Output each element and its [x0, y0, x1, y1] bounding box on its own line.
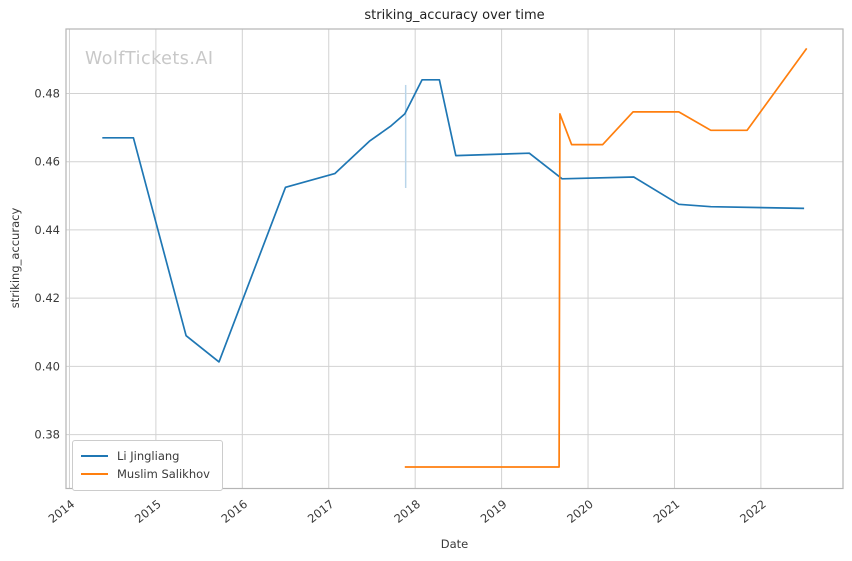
y-tick-label: 0.42 [34, 291, 60, 305]
plot-background [66, 29, 843, 489]
x-tick-label: 2019 [478, 497, 510, 526]
x-axis-label: Date [440, 537, 469, 551]
legend-label: Muslim Salikhov [117, 467, 210, 481]
y-tick-label: 0.48 [34, 86, 60, 100]
x-tick-label: 2015 [132, 497, 164, 526]
x-tick-label: 2018 [391, 497, 423, 526]
x-tick-label: 2021 [651, 497, 683, 526]
legend-label: Li Jingliang [117, 449, 180, 463]
legend-line-swatch [81, 454, 108, 458]
y-tick-label: 0.38 [34, 428, 60, 442]
watermark: WolfTickets.AI [85, 49, 214, 69]
y-tick-label: 0.44 [34, 223, 60, 237]
x-tick-label: 2022 [737, 497, 769, 526]
legend: Li Jingliang Muslim Salikhov [72, 440, 223, 491]
chart-title: striking_accuracy over time [364, 8, 545, 23]
legend-item-li-jingliang: Li Jingliang [81, 447, 210, 465]
series-line-muslim-salikhov [404, 47, 808, 468]
x-tick-label: 2017 [305, 497, 337, 526]
x-tick-label: 2020 [564, 497, 596, 526]
plot-border [65, 28, 844, 490]
legend-line-swatch [81, 472, 108, 476]
series-line-li-jingliang [102, 78, 805, 363]
legend-item-muslim-salikhov: Muslim Salikhov [81, 465, 210, 483]
x-tick-label: 2016 [218, 497, 250, 526]
y-axis-label: striking_accuracy [8, 207, 22, 309]
y-tick-label: 0.40 [34, 359, 60, 373]
x-tick-label: 2014 [46, 497, 78, 526]
y-tick-label: 0.46 [34, 155, 60, 169]
